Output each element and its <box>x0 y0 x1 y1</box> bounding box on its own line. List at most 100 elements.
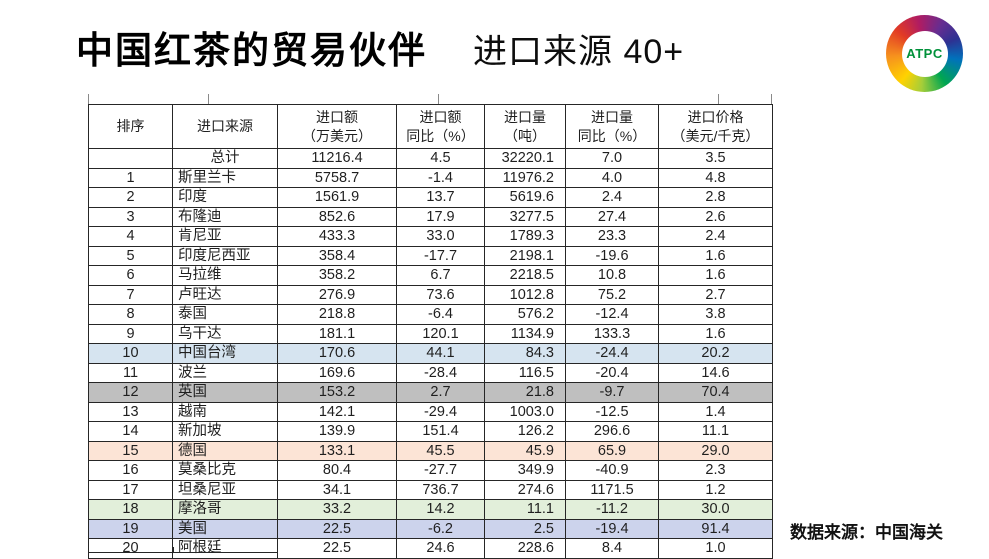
import-volume-yoy-cell: 8.4 <box>565 538 659 559</box>
atpc-logo-text: ATPC <box>906 46 943 61</box>
import-volume-yoy-cell: -11.2 <box>565 499 659 520</box>
source-cell: 肯尼亚 <box>172 226 278 247</box>
import-price-cell: 2.4 <box>658 226 773 247</box>
data-source-note: 数据来源：中国海关 <box>790 523 943 542</box>
rank-cell: 7 <box>88 284 173 305</box>
import-value-cell: 139.9 <box>277 421 397 442</box>
source-cell: 印度 <box>172 187 278 208</box>
import-price-cell: 11.1 <box>658 421 773 442</box>
import-volume-yoy-cell: 1171.5 <box>565 479 659 500</box>
table-row: 7 卢旺达 276.9 73.6 1012.8 75.2 2.7 <box>88 284 773 305</box>
import-value-yoy-cell: 14.2 <box>396 499 485 520</box>
import-value-yoy-cell: -29.4 <box>396 401 485 422</box>
import-price-cell: 1.4 <box>658 401 773 422</box>
import-price-cell: 2.7 <box>658 284 773 305</box>
cropped-row-artifact-bottom <box>88 547 278 553</box>
rank-cell: 3 <box>88 206 173 227</box>
import-value-yoy-cell: 6.7 <box>396 265 485 286</box>
column-header-import-price: 进口价格 （美元/千克） <box>658 104 773 149</box>
table-row: 3 布隆迪 852.6 17.9 3277.5 27.4 2.6 <box>88 206 773 227</box>
rank-cell: 15 <box>88 440 173 461</box>
rank-cell: 10 <box>88 343 173 364</box>
import-value-cell: 169.6 <box>277 362 397 383</box>
import-volume-yoy-cell: 4.0 <box>565 167 659 188</box>
import-volume-cell: 2.5 <box>484 518 566 539</box>
rank-cell: 16 <box>88 460 173 481</box>
table-header: 排序 进口来源 进口额 （万美元） 进口额 同比（%） 进口量 （吨） 进口量 同比（%） 进口价格… <box>88 104 773 149</box>
import-value-yoy-cell: 4.5 <box>396 148 485 169</box>
rank-cell: 17 <box>88 479 173 500</box>
source-cell: 斯里兰卡 <box>172 167 278 188</box>
import-volume-yoy-cell: -24.4 <box>565 343 659 364</box>
rank-cell <box>88 148 173 169</box>
import-value-cell: 11216.4 <box>277 148 397 169</box>
import-volume-cell: 84.3 <box>484 343 566 364</box>
rank-cell: 14 <box>88 421 173 442</box>
import-price-cell: 1.6 <box>658 265 773 286</box>
table-row: 1 斯里兰卡 5758.7 -1.4 11976.2 4.0 4.8 <box>88 167 773 188</box>
table-row: 9 乌干达 181.1 120.1 1134.9 133.3 1.6 <box>88 323 773 344</box>
import-value-cell: 80.4 <box>277 460 397 481</box>
import-volume-yoy-cell: 2.4 <box>565 187 659 208</box>
title-block: 中国红茶的贸易伙伴 进口来源 40+ <box>76 20 684 74</box>
import-value-cell: 142.1 <box>277 401 397 422</box>
import-price-cell: 1.0 <box>658 538 773 559</box>
import-value-cell: 433.3 <box>277 226 397 247</box>
atpc-logo: ATPC <box>886 15 963 92</box>
import-volume-cell: 45.9 <box>484 440 566 461</box>
import-volume-cell: 11.1 <box>484 499 566 520</box>
import-price-cell: 3.5 <box>658 148 773 169</box>
import-value-yoy-cell: 2.7 <box>396 382 485 403</box>
import-value-yoy-cell: -1.4 <box>396 167 485 188</box>
source-cell: 英国 <box>172 382 278 403</box>
import-value-cell: 181.1 <box>277 323 397 344</box>
page-title: 中国红茶的贸易伙伴 <box>76 30 427 71</box>
import-value-cell: 852.6 <box>277 206 397 227</box>
source-cell: 马拉维 <box>172 265 278 286</box>
import-value-cell: 133.1 <box>277 440 397 461</box>
import-volume-cell: 32220.1 <box>484 148 566 169</box>
import-value-cell: 34.1 <box>277 479 397 500</box>
import-price-cell: 29.0 <box>658 440 773 461</box>
source-cell: 乌干达 <box>172 323 278 344</box>
table-row: 10 中国台湾 170.6 44.1 84.3 -24.4 20.2 <box>88 343 773 364</box>
table-row: 11 波兰 169.6 -28.4 116.5 -20.4 14.6 <box>88 362 773 383</box>
header-row: 排序 进口来源 进口额 （万美元） 进口额 同比（%） 进口量 （吨） 进口量 同比（%） 进口价格… <box>88 104 773 149</box>
table-row: 2 印度 1561.9 13.7 5619.6 2.4 2.8 <box>88 187 773 208</box>
import-price-cell: 1.6 <box>658 245 773 266</box>
import-price-cell: 4.8 <box>658 167 773 188</box>
rank-cell: 1 <box>88 167 173 188</box>
import-volume-cell: 2218.5 <box>484 265 566 286</box>
import-price-cell: 70.4 <box>658 382 773 403</box>
table-row: 8 泰国 218.8 -6.4 576.2 -12.4 3.8 <box>88 304 773 325</box>
table-row: 6 马拉维 358.2 6.7 2218.5 10.8 1.6 <box>88 265 773 286</box>
import-value-yoy-cell: 120.1 <box>396 323 485 344</box>
import-value-yoy-cell: -6.4 <box>396 304 485 325</box>
import-volume-yoy-cell: 23.3 <box>565 226 659 247</box>
import-value-cell: 358.4 <box>277 245 397 266</box>
import-volume-yoy-cell: 10.8 <box>565 265 659 286</box>
import-volume-yoy-cell: 133.3 <box>565 323 659 344</box>
page-subtitle: 进口来源 40+ <box>473 33 685 71</box>
table-row: 15 德国 133.1 45.5 45.9 65.9 29.0 <box>88 440 773 461</box>
column-header-source: 进口来源 <box>172 104 278 149</box>
import-value-cell: 22.5 <box>277 538 397 559</box>
table-row: 19 美国 22.5 -6.2 2.5 -19.4 91.4 <box>88 518 773 539</box>
import-volume-cell: 21.8 <box>484 382 566 403</box>
source-cell: 中国台湾 <box>172 343 278 364</box>
source-cell: 布隆迪 <box>172 206 278 227</box>
import-value-yoy-cell: -27.7 <box>396 460 485 481</box>
import-price-cell: 1.6 <box>658 323 773 344</box>
table-body: 总计 11216.4 4.5 32220.1 7.0 3.5 1 斯里兰卡 5758.7 -1.4… <box>88 148 773 559</box>
table-row: 5 印度尼西亚 358.4 -17.7 2198.1 -19.6 1.6 <box>88 245 773 266</box>
rank-cell: 4 <box>88 226 173 247</box>
import-volume-yoy-cell: -19.4 <box>565 518 659 539</box>
import-price-cell: 1.2 <box>658 479 773 500</box>
import-value-cell: 276.9 <box>277 284 397 305</box>
import-value-cell: 153.2 <box>277 382 397 403</box>
table-row: 17 坦桑尼亚 34.1 736.7 274.6 1171.5 1.2 <box>88 479 773 500</box>
import-volume-cell: 1012.8 <box>484 284 566 305</box>
import-volume-yoy-cell: 296.6 <box>565 421 659 442</box>
import-volume-yoy-cell: -9.7 <box>565 382 659 403</box>
source-cell: 美国 <box>172 518 278 539</box>
